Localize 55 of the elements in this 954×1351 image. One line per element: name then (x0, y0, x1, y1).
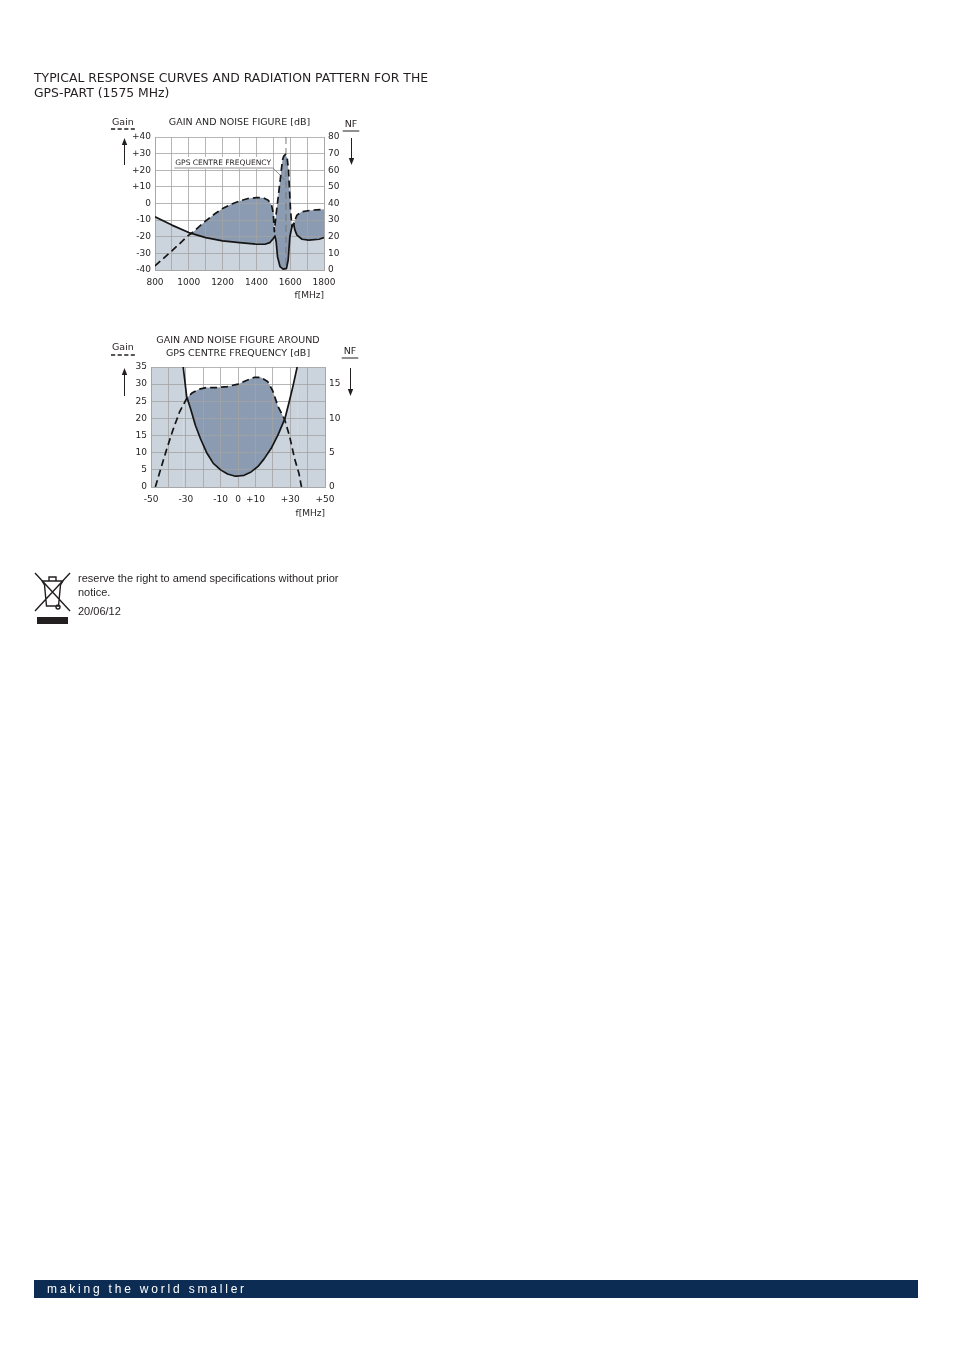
y-tick-label: 15 (135, 429, 147, 440)
chart-title: TYPICAL RESPONSE CURVES AND RADIATION PATTERN FOR THE GPS-PART (1575 MHz) (34, 70, 430, 100)
y-axis-title: Gain (112, 341, 134, 353)
y2-tick-label: 10 (329, 412, 341, 423)
text: 20/06/12 (78, 604, 122, 618)
x-tick-label: 1400 (244, 276, 269, 287)
y-tick-label: 20 (135, 412, 148, 423)
y-tick-label: -10 (136, 214, 152, 225)
y2-tick-label: 80 (328, 131, 340, 142)
y2-tick-label: 70 (328, 147, 340, 158)
y2-tick-label: 15 (329, 378, 341, 389)
footer-band: making the world smaller (34, 1280, 918, 1298)
x-tick-label: -30 (178, 493, 194, 504)
y2-tick-label: 50 (328, 181, 340, 192)
x-tick-label: 800 (146, 276, 164, 287)
x-tick-label: +30 (280, 493, 300, 504)
y-tick-label: 30 (135, 378, 148, 389)
y-tick-label: 0 (145, 197, 152, 208)
y2-axis-title: NF (343, 345, 357, 357)
x-axis-title: f[MHz] (294, 289, 324, 300)
chart-title: GAIN AND NOISE FIGURE AROUND GPS CENTRE FREQUENCY [dB] (156, 334, 320, 359)
chart-subtitle: GAIN AND NOISE FIGURE [dB] (168, 116, 311, 128)
y2-tick-label: 60 (328, 164, 340, 175)
y2-axis-title: NF (344, 118, 358, 130)
x-tick-label: -10 (213, 493, 229, 504)
x-tick-label: 1000 (177, 276, 201, 287)
y2-tick-label: 30 (328, 214, 340, 225)
y-tick-label: -30 (136, 247, 152, 258)
y2-tick-label: 0 (328, 264, 334, 275)
x-tick-label: +50 (315, 493, 335, 504)
y-tick-label: +30 (132, 147, 152, 158)
x-tick-label: 0 (235, 493, 242, 504)
x-tick-label: -50 (143, 493, 159, 504)
x-tick-label: 1800 (312, 276, 336, 287)
y2-tick-label: 5 (329, 447, 335, 458)
y2-tick-label: 20 (328, 231, 340, 242)
text: reserve the right to amend specifications without prior notice. (78, 571, 340, 599)
x-tick-label: +10 (245, 493, 266, 504)
y-tick-label: +20 (132, 164, 152, 175)
y-tick-label: 0 (141, 481, 148, 492)
y2-tick-label: 0 (329, 481, 335, 492)
y-tick-label: +10 (132, 181, 152, 192)
x-tick-label: 1200 (211, 276, 235, 287)
y-tick-label: 10 (135, 447, 148, 458)
y2-tick-label: 40 (328, 197, 340, 208)
x-axis-title: f[MHz] (295, 507, 325, 518)
y-axis-title: Gain (112, 116, 134, 128)
y-tick-label: 5 (141, 464, 147, 475)
y-tick-label: 35 (135, 361, 147, 372)
y-tick-label: -40 (136, 264, 152, 275)
y-tick-label: 25 (135, 395, 147, 406)
y2-tick-label: 10 (328, 247, 340, 258)
y-tick-label: +40 (132, 131, 152, 142)
y-tick-label: -20 (136, 231, 152, 242)
x-tick-label: 1600 (278, 276, 302, 287)
